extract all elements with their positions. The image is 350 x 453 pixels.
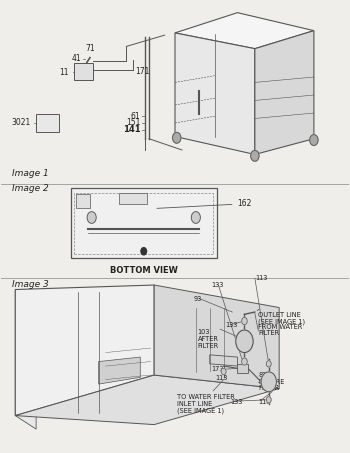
Text: 133: 133 [231, 399, 243, 405]
Text: 141: 141 [122, 125, 140, 134]
Text: BOTTOM VIEW: BOTTOM VIEW [110, 266, 178, 275]
Polygon shape [15, 289, 36, 429]
Polygon shape [154, 285, 279, 389]
FancyBboxPatch shape [238, 364, 248, 373]
Text: FROM WATER
FILTER: FROM WATER FILTER [258, 324, 303, 336]
Text: 41: 41 [72, 54, 81, 63]
Text: 113: 113 [216, 375, 228, 381]
Circle shape [141, 248, 147, 255]
Polygon shape [255, 31, 314, 154]
FancyBboxPatch shape [36, 114, 59, 132]
Polygon shape [175, 13, 314, 48]
Circle shape [173, 132, 181, 143]
Text: Image 2: Image 2 [12, 184, 49, 193]
Text: 113: 113 [255, 275, 267, 281]
Circle shape [251, 150, 259, 161]
Circle shape [261, 372, 277, 392]
Text: 113: 113 [258, 399, 271, 405]
Polygon shape [175, 33, 255, 154]
FancyBboxPatch shape [74, 63, 93, 80]
Polygon shape [99, 357, 140, 384]
Circle shape [221, 368, 226, 375]
Polygon shape [210, 355, 238, 366]
FancyBboxPatch shape [119, 193, 147, 204]
Circle shape [191, 212, 200, 223]
Text: 162: 162 [157, 199, 252, 208]
Text: OUTLET LINE
(SEE IMAGE 1): OUTLET LINE (SEE IMAGE 1) [258, 312, 306, 325]
Text: 133: 133 [211, 282, 224, 288]
Circle shape [241, 358, 247, 365]
Text: 61: 61 [131, 112, 140, 120]
Text: 83
BEFORE
FILTER: 83 BEFORE FILTER [258, 372, 285, 391]
Text: 173: 173 [211, 366, 224, 372]
Circle shape [87, 212, 96, 223]
Text: 71: 71 [85, 44, 95, 53]
Circle shape [236, 330, 253, 352]
Text: 171: 171 [135, 67, 149, 76]
Text: 93: 93 [194, 295, 202, 302]
FancyBboxPatch shape [76, 194, 90, 208]
Text: Image 3: Image 3 [12, 280, 49, 289]
Text: 11: 11 [60, 67, 69, 77]
FancyBboxPatch shape [71, 188, 217, 258]
Circle shape [266, 397, 271, 403]
Text: Image 1: Image 1 [12, 169, 49, 178]
Circle shape [241, 318, 247, 325]
Polygon shape [15, 375, 279, 424]
Circle shape [266, 361, 271, 367]
Circle shape [310, 135, 318, 145]
Text: 151: 151 [126, 118, 140, 127]
Text: TO WATER FILTER
INLET LINE
(SEE IMAGE 1): TO WATER FILTER INLET LINE (SEE IMAGE 1) [177, 394, 234, 414]
Polygon shape [15, 285, 154, 415]
Text: 103
AFTER
FILTER: 103 AFTER FILTER [197, 329, 219, 349]
Text: 3021: 3021 [12, 118, 31, 127]
Text: 133: 133 [225, 322, 238, 328]
